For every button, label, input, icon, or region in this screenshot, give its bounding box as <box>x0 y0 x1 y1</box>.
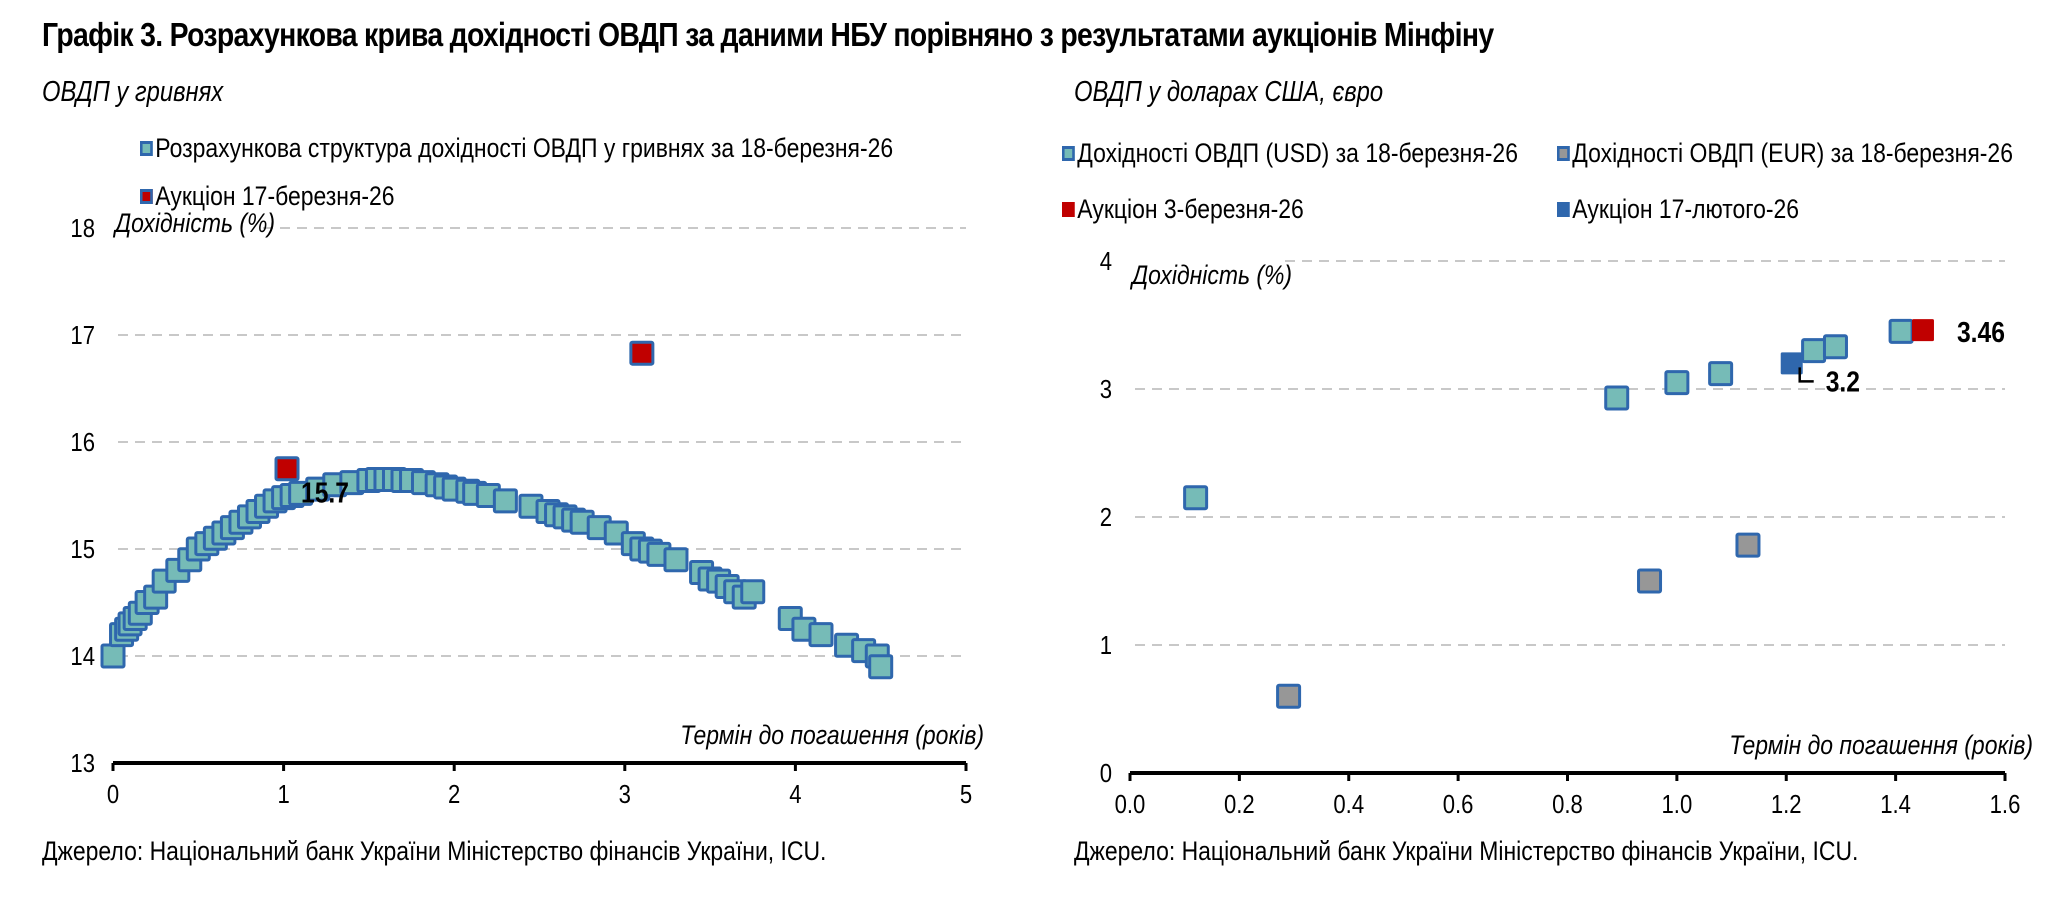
x-axis-label: Термін до погашення (років) <box>1729 730 2033 760</box>
x-tick-label: 1 <box>277 780 289 809</box>
left-chart-subtitle: ОВДП у гривнях <box>42 76 224 108</box>
x-tick-label: 0.4 <box>1333 790 1364 819</box>
data-point-teal <box>663 547 689 573</box>
data-point-blue <box>1780 352 1803 375</box>
y-axis-label: Дохідність (%) <box>112 208 275 238</box>
y-tick-label: 4 <box>1100 247 1112 276</box>
x-tick-label: 2 <box>448 780 460 809</box>
legend-item-auction-17-feb: Аукціон 17-лютого-26 <box>1557 194 1799 225</box>
x-tick-label: 0.2 <box>1224 790 1255 819</box>
x-tick-label: 1.0 <box>1662 790 1693 819</box>
y-tick-label: 13 <box>70 749 95 778</box>
x-tick-label: 1.2 <box>1771 790 1802 819</box>
legend-label: Дохідності ОВДП (USD) за 18-березня-26 <box>1077 138 1518 168</box>
x-tick-label: 0.0 <box>1115 790 1146 819</box>
teal-square-icon <box>1062 146 1075 161</box>
data-point-teal <box>868 654 894 680</box>
data-point-grey <box>1276 683 1302 709</box>
right-chart: 0 1 2 3 4 0.0 0.2 0.4 0.6 0.8 1.0 1.2 1.4 1.6 Дохідніс… <box>1100 247 2033 819</box>
legend-item-hryvnia-curve: Розрахункова структура дохідності ОВДП у… <box>140 133 893 164</box>
data-point-grey <box>1735 532 1761 558</box>
x-tick-label: 3 <box>619 780 631 809</box>
data-point-teal <box>1604 385 1630 411</box>
x-tick-label: 0.8 <box>1552 790 1583 819</box>
y-tick-label: 15 <box>70 535 95 564</box>
y-tick-label: 16 <box>70 428 95 457</box>
left-source-note: Джерело: Національний банк України Мініс… <box>42 836 827 866</box>
x-tick-label: 1.6 <box>1990 790 2021 819</box>
legend-label: Дохідності ОВДП (EUR) за 18-березня-26 <box>1572 138 2013 168</box>
legend-label: Розрахункова структура дохідності ОВДП у… <box>155 133 894 163</box>
y-tick-label: 0 <box>1100 759 1112 788</box>
legend-item-usd: Дохідності ОВДП (USD) за 18-березня-26 <box>1062 138 1518 169</box>
legend-item-auction-3-march: Аукціон 3-березня-26 <box>1062 194 1304 225</box>
data-label: 15.7 <box>301 477 349 509</box>
legend-label: Аукціон 17-березня-26 <box>155 181 395 211</box>
figure-title: Графік 3. Розрахункова крива дохідності … <box>42 16 1494 53</box>
y-tick-label: 2 <box>1100 503 1112 532</box>
x-tick-label: 0.6 <box>1443 790 1474 819</box>
x-tick-label: 0 <box>107 780 119 809</box>
data-point-grey <box>1637 568 1663 594</box>
x-tick-label: 4 <box>789 780 801 809</box>
data-point-teal <box>1822 334 1848 360</box>
y-tick-label: 17 <box>70 321 95 350</box>
left-chart: 13 14 15 16 17 18 0 1 2 3 4 5 Дохідність (%) Термін д… <box>70 208 984 809</box>
data-label: 3.46 <box>1957 316 2005 348</box>
y-axis-label: Дохідність (%) <box>1129 260 1292 290</box>
data-point-teal <box>808 622 834 648</box>
data-point-teal <box>740 579 766 605</box>
x-axis-label: Термін до погашення (років) <box>680 720 984 750</box>
data-point-red <box>629 340 655 366</box>
data-point-teal <box>1664 370 1690 396</box>
grey-square-icon <box>1557 146 1570 161</box>
red-square-icon <box>1062 202 1075 217</box>
x-tick-label: 1.4 <box>1880 790 1911 819</box>
data-point-red <box>274 456 300 482</box>
y-tick-label: 1 <box>1100 631 1112 660</box>
data-point-teal <box>1183 485 1209 511</box>
data-point-teal <box>492 488 518 514</box>
legend-label: Аукціон 17-лютого-26 <box>1572 194 1800 224</box>
data-point-teal <box>1801 338 1827 364</box>
right-source-note: Джерело: Національний банк України Мініс… <box>1074 836 1859 866</box>
leader-line <box>1798 367 1814 383</box>
blue-square-icon <box>1557 202 1570 217</box>
data-label: 3.2 <box>1826 366 1860 398</box>
data-point-teal <box>100 643 126 669</box>
y-tick-label: 18 <box>70 214 95 243</box>
data-point-red <box>1911 319 1934 342</box>
legend-label: Аукціон 3-березня-26 <box>1077 194 1304 224</box>
legend-item-auction-17-march: Аукціон 17-березня-26 <box>140 181 395 212</box>
data-point-teal <box>1708 361 1734 387</box>
red-square-icon <box>140 189 153 204</box>
x-tick-label: 5 <box>960 780 972 809</box>
legend-item-eur: Дохідності ОВДП (EUR) за 18-березня-26 <box>1557 138 2013 169</box>
data-point-teal <box>1888 318 1914 344</box>
right-chart-subtitle: ОВДП у доларах США, євро <box>1074 76 1384 108</box>
teal-square-icon <box>140 141 153 156</box>
y-tick-label: 14 <box>70 642 95 671</box>
y-tick-label: 3 <box>1100 375 1112 404</box>
